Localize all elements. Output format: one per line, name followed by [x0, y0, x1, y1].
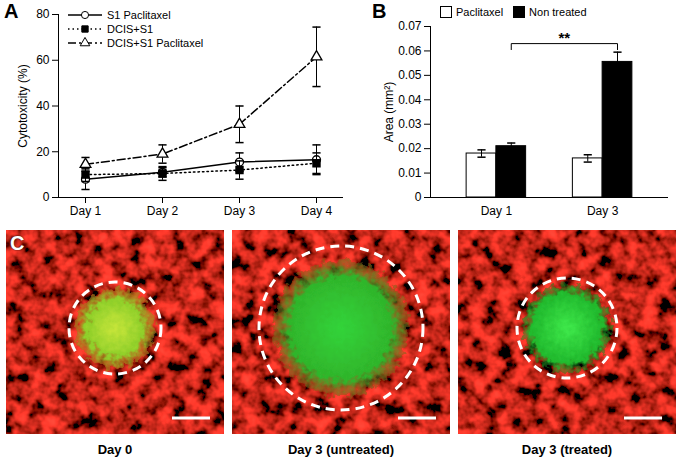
svg-text:0.03: 0.03 — [398, 117, 422, 131]
svg-text:Day 3: Day 3 — [587, 204, 619, 218]
svg-text:Day 2: Day 2 — [147, 204, 179, 218]
svg-text:80: 80 — [36, 7, 50, 21]
svg-text:0: 0 — [43, 190, 50, 204]
svg-text:Day 3 (treated): Day 3 (treated) — [522, 442, 612, 457]
svg-text:0.05: 0.05 — [398, 68, 422, 82]
svg-text:0.01: 0.01 — [398, 166, 422, 180]
svg-text:0.04: 0.04 — [398, 93, 422, 107]
html-text:Paclitaxel: Paclitaxel — [456, 6, 504, 18]
svg-text:Day 0: Day 0 — [98, 442, 133, 457]
svg-text:**: ** — [559, 29, 571, 46]
html-text:DCIS+S1 Paclitaxel: DCIS+S1 Paclitaxel — [107, 37, 204, 49]
svg-text:0: 0 — [415, 190, 422, 204]
svg-text:Area (mm²): Area (mm²) — [382, 82, 396, 143]
html-text:DCIS+S1: DCIS+S1 — [107, 23, 154, 35]
svg-text:Day 3: Day 3 — [224, 204, 256, 218]
svg-text:Cytotoxicity (%): Cytotoxicity (%) — [16, 64, 30, 147]
html-text:A: A — [4, 0, 19, 22]
html-text:S1 Paclitaxel: S1 Paclitaxel — [107, 9, 171, 21]
svg-text:Day 1: Day 1 — [481, 204, 513, 218]
svg-text:0.06: 0.06 — [398, 44, 422, 58]
html-text:Non treated: Non treated — [529, 6, 587, 18]
svg-text:Day 3 (untreated): Day 3 (untreated) — [288, 442, 394, 457]
html-text:C: C — [10, 232, 25, 254]
svg-text:0.02: 0.02 — [398, 141, 422, 155]
svg-text:0.07: 0.07 — [398, 19, 422, 33]
svg-text:Day 1: Day 1 — [70, 204, 102, 218]
svg-text:60: 60 — [36, 53, 50, 67]
html-text:B: B — [372, 0, 387, 22]
svg-text:Day 4: Day 4 — [301, 204, 333, 218]
svg-text:20: 20 — [36, 145, 50, 159]
svg-text:40: 40 — [36, 99, 50, 113]
